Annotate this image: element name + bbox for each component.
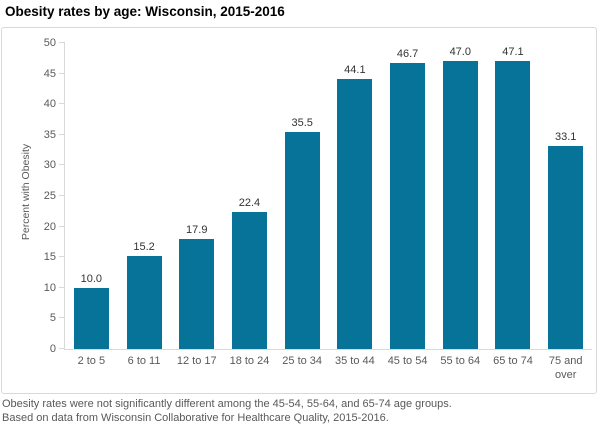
x-axis-label-6-to-11: 6 to 11 bbox=[127, 355, 161, 367]
chart-title: Obesity rates by age: Wisconsin, 2015-20… bbox=[5, 4, 285, 19]
x-axis-label-2-to-5: 2 to 5 bbox=[77, 355, 106, 367]
bar-value-label: 33.1 bbox=[554, 131, 577, 144]
bar-slot-55-to-64: 47.0 bbox=[434, 43, 487, 349]
y-tick-mark bbox=[59, 195, 65, 196]
y-tick-label: 50 bbox=[43, 37, 56, 49]
bars-row: 10.0 15.2 17.9 22.4 35.5 44.1 46.7 47.0 47.1 33.1 bbox=[65, 43, 592, 349]
y-tick-label: 10 bbox=[43, 281, 56, 294]
footnote-line-2: Based on data from Wisconsin Collaborati… bbox=[2, 412, 389, 424]
y-tick-mark bbox=[59, 256, 65, 258]
x-axis-label-18-to-24: 18 to 24 bbox=[229, 355, 270, 367]
bar-slot-45-to-54: 46.7 bbox=[381, 43, 434, 349]
bar-65-to-74 bbox=[495, 60, 531, 349]
bar-6-to-11 bbox=[126, 255, 162, 349]
bar-slot-35-to-44: 44.1 bbox=[329, 43, 382, 349]
y-tick-mark bbox=[59, 103, 65, 105]
x-axis-label-12-to-17: 12 to 17 bbox=[176, 355, 217, 367]
bar-slot-6-to-11: 15.2 bbox=[118, 43, 171, 349]
bar-75-and-over bbox=[548, 146, 584, 349]
y-tick-mark bbox=[59, 348, 65, 349]
bar-value-label: 10.0 bbox=[80, 272, 103, 285]
bar-value-label: 47.1 bbox=[502, 45, 524, 58]
y-tick-label: 25 bbox=[43, 190, 56, 202]
bar-slot-18-to-24: 22.4 bbox=[223, 43, 276, 349]
y-tick-mark bbox=[59, 164, 65, 166]
x-axis-label-35-to-44: 35 to 44 bbox=[334, 355, 375, 367]
y-tick-label: 40 bbox=[43, 98, 56, 111]
plot-area: 10.0 15.2 17.9 22.4 35.5 44.1 46.7 47.0 47.1 33.1… bbox=[44, 37, 592, 381]
y-tick-label: 30 bbox=[43, 159, 56, 172]
y-tick-label: 35 bbox=[43, 128, 56, 141]
bar-value-label: 17.9 bbox=[186, 224, 208, 237]
bar-value-label: 22.4 bbox=[238, 196, 261, 209]
bar-55-to-64 bbox=[442, 61, 478, 349]
bar-18-to-24 bbox=[231, 211, 267, 349]
chart-container: Percent with Obesity 10.0 15.2 17.9 22.4 35.… bbox=[1, 27, 597, 394]
y-tick-mark bbox=[59, 72, 65, 74]
x-axis-label-75-and-over: 75 and over bbox=[548, 355, 583, 382]
footnote-line-1: Obesity rates were not significantly dif… bbox=[2, 398, 452, 410]
x-axis-labels: 2 to 5 6 to 11 12 to 17 18 to 24 25 to 34 35 … bbox=[65, 349, 592, 383]
bar-12-to-17 bbox=[179, 239, 215, 349]
bar-slot-75-and-over: 33.1 bbox=[539, 43, 592, 349]
x-axis-label-55-to-64: 55 to 64 bbox=[440, 355, 481, 367]
y-tick-mark bbox=[59, 133, 65, 135]
y-tick-label: 45 bbox=[43, 67, 56, 80]
x-axis-label-45-to-54: 45 to 54 bbox=[387, 355, 428, 367]
y-tick-label: 20 bbox=[43, 220, 56, 233]
x-axis-label-25-to-34: 25 to 34 bbox=[282, 355, 323, 367]
bar-25-to-34 bbox=[284, 131, 320, 349]
bar-value-label: 35.5 bbox=[291, 116, 313, 129]
y-tick-mark bbox=[59, 286, 65, 288]
bar-slot-25-to-34: 35.5 bbox=[276, 43, 329, 349]
bar-value-label: 15.2 bbox=[133, 240, 155, 253]
y-tick-label: 0 bbox=[49, 343, 56, 355]
bar-slot-12-to-17: 17.9 bbox=[170, 43, 223, 349]
bar-2-to-5 bbox=[73, 287, 109, 349]
y-tick-label: 5 bbox=[49, 312, 56, 325]
y-tick-label: 15 bbox=[43, 251, 56, 264]
bar-45-to-54 bbox=[390, 63, 426, 349]
bar-35-to-44 bbox=[337, 79, 373, 349]
bar-value-label: 46.7 bbox=[396, 48, 419, 61]
y-tick-mark bbox=[59, 42, 65, 43]
bar-slot-65-to-74: 47.1 bbox=[487, 43, 540, 349]
y-axis-title: Percent with Obesity bbox=[20, 143, 32, 241]
bar-value-label: 44.1 bbox=[344, 64, 366, 77]
footnotes: Obesity rates were not significantly dif… bbox=[2, 397, 452, 425]
bar-slot-2-to-5: 10.0 bbox=[65, 43, 118, 349]
y-tick-mark bbox=[59, 225, 65, 227]
x-axis-label-65-to-74: 65 to 74 bbox=[493, 355, 533, 367]
bar-value-label: 47.0 bbox=[449, 46, 471, 59]
y-tick-mark bbox=[59, 317, 65, 319]
